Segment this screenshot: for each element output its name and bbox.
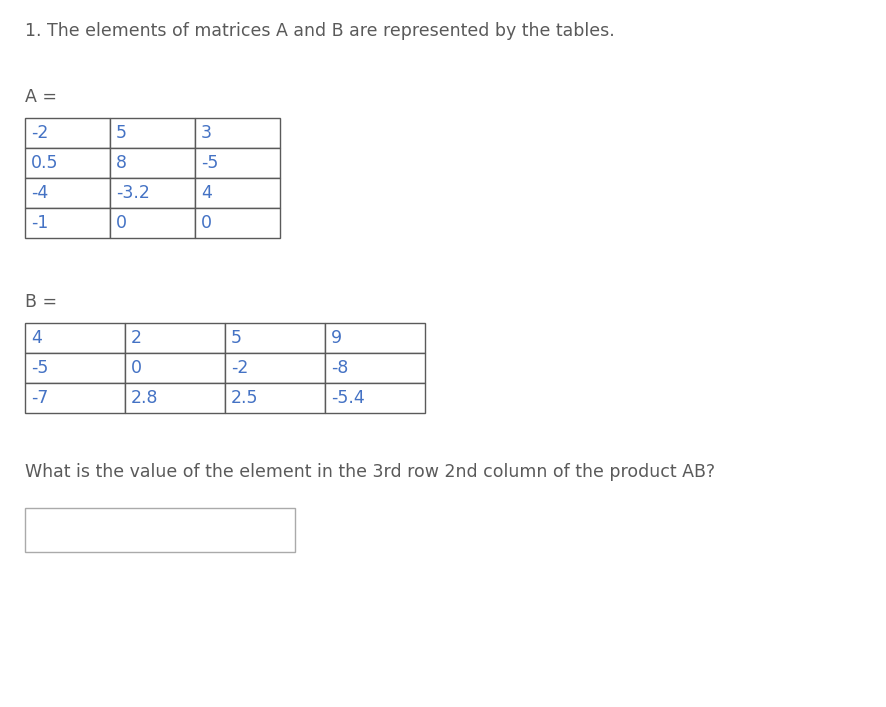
- Text: A =: A =: [25, 88, 57, 106]
- Bar: [225, 323, 324, 353]
- Text: 9: 9: [330, 329, 342, 347]
- Text: -2: -2: [31, 124, 49, 142]
- Text: What is the value of the element in the 3rd row 2nd column of the product AB?: What is the value of the element in the …: [25, 463, 714, 481]
- Text: 4: 4: [31, 329, 42, 347]
- Bar: [25, 508, 295, 552]
- Bar: [225, 383, 324, 413]
- Text: -7: -7: [31, 389, 49, 407]
- Bar: [25, 383, 125, 413]
- Bar: [110, 118, 195, 148]
- Text: -2: -2: [230, 359, 248, 377]
- Bar: [324, 383, 424, 413]
- Bar: [125, 353, 225, 383]
- Bar: [324, 323, 424, 353]
- Text: 2: 2: [131, 329, 142, 347]
- Text: -4: -4: [31, 184, 48, 202]
- Bar: [25, 323, 125, 353]
- Text: 0.5: 0.5: [31, 154, 58, 172]
- Text: 5: 5: [230, 329, 242, 347]
- Bar: [195, 118, 280, 148]
- Bar: [110, 178, 195, 208]
- Text: 1. The elements of matrices A and B are represented by the tables.: 1. The elements of matrices A and B are …: [25, 22, 614, 40]
- Text: 8: 8: [116, 154, 127, 172]
- Text: 0: 0: [116, 214, 127, 232]
- Bar: [125, 383, 225, 413]
- Text: B =: B =: [25, 293, 57, 311]
- Bar: [195, 148, 280, 178]
- Bar: [25, 208, 110, 238]
- Text: -5.4: -5.4: [330, 389, 364, 407]
- Bar: [195, 178, 280, 208]
- Bar: [110, 208, 195, 238]
- Text: 3: 3: [201, 124, 212, 142]
- Bar: [25, 353, 125, 383]
- Text: 0: 0: [201, 214, 212, 232]
- Text: -3.2: -3.2: [116, 184, 150, 202]
- Bar: [25, 148, 110, 178]
- Text: 5: 5: [116, 124, 127, 142]
- Bar: [125, 323, 225, 353]
- Bar: [25, 178, 110, 208]
- Text: 2.5: 2.5: [230, 389, 258, 407]
- Bar: [110, 148, 195, 178]
- Text: 0: 0: [131, 359, 142, 377]
- Bar: [25, 118, 110, 148]
- Bar: [225, 353, 324, 383]
- Bar: [324, 353, 424, 383]
- Text: 2.8: 2.8: [131, 389, 159, 407]
- Text: -5: -5: [201, 154, 218, 172]
- Bar: [195, 208, 280, 238]
- Text: -1: -1: [31, 214, 49, 232]
- Text: -8: -8: [330, 359, 348, 377]
- Text: 4: 4: [201, 184, 212, 202]
- Text: -5: -5: [31, 359, 49, 377]
